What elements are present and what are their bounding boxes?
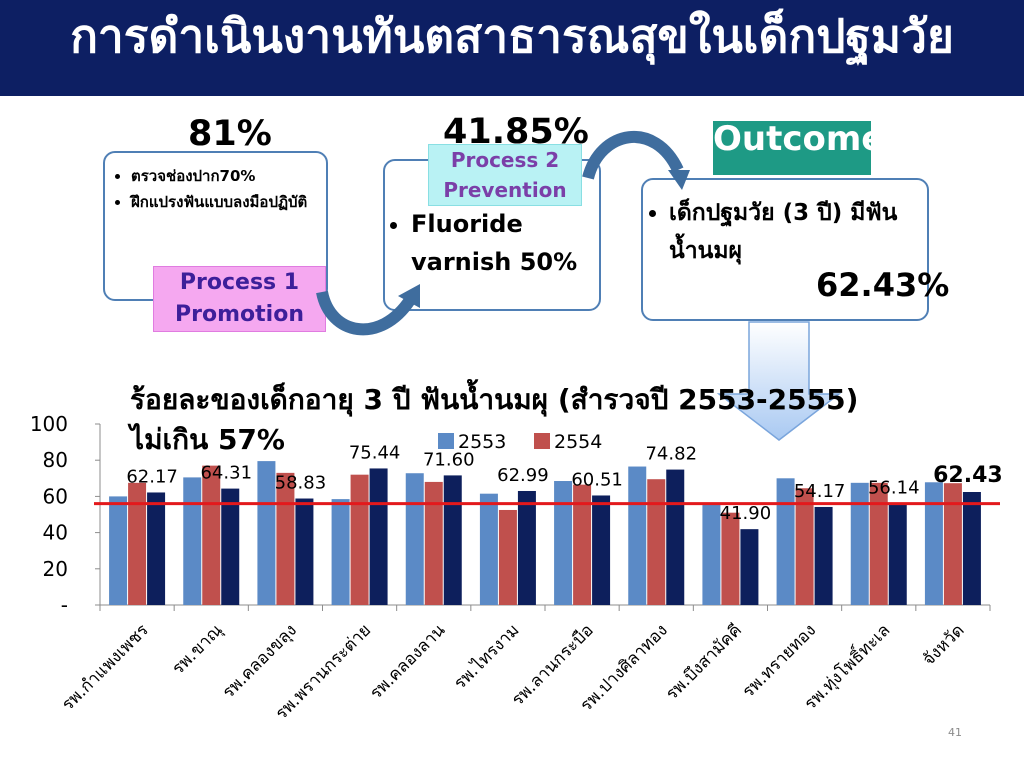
legend-label: 2554 (554, 431, 602, 453)
bar-2 (869, 482, 888, 605)
bar-3 (147, 492, 166, 605)
data-label: 64.31 (200, 463, 252, 484)
process1-percent: 81% (188, 114, 272, 154)
bar-2 (721, 512, 740, 605)
slide-number: 41 (948, 726, 962, 739)
data-label: 54.17 (794, 481, 846, 502)
bar-1 (257, 461, 276, 605)
process2-item: Fluoride varnish 50% (411, 205, 599, 281)
x-category-label: รพ.คลองขลุง (219, 620, 301, 702)
outcome-label: Outcome (713, 121, 871, 175)
process1-label: Process 1 Promotion (153, 266, 326, 332)
bar-3 (888, 503, 907, 605)
process2-label: Process 2 Prevention (428, 144, 582, 206)
x-category-label: รพ.ทรายทอง (739, 620, 821, 702)
bar-2 (943, 483, 962, 605)
data-label: 62.17 (126, 466, 178, 487)
x-category-label: รพ.กำแพงเพชร (58, 620, 153, 715)
x-category-label: รพ.คลองลาน (366, 620, 449, 703)
bar-3 (295, 498, 314, 605)
bar-2 (573, 484, 592, 605)
bar-1 (479, 493, 498, 605)
legend-swatch (534, 433, 550, 449)
bar-1 (850, 482, 869, 605)
bar-3 (369, 468, 388, 605)
chart-note: ร้อยละของเด็กอายุ 3 ปี ฟันน้ำนมผุ (สำรวจ… (130, 383, 859, 456)
bar-3 (592, 495, 611, 605)
bar-3 (814, 506, 833, 605)
data-label: 62.99 (497, 465, 549, 486)
curved-arrow-head-icon (398, 284, 420, 308)
bar-2 (498, 509, 517, 605)
bar-1 (109, 496, 128, 605)
bar-1 (776, 478, 795, 605)
y-tick-label: - (61, 593, 68, 617)
bar-2 (202, 465, 221, 605)
bar-1 (554, 481, 573, 605)
outcome-item: เด็กปฐมวัย (3 ปี) มีฟันน้ำนมผุ (669, 194, 927, 270)
curved-arrow-head-icon (668, 170, 690, 190)
process1-item: ตรวจช่องปาก70% (131, 163, 326, 189)
bar-2 (795, 488, 814, 605)
curved-arrow-icon (316, 290, 415, 336)
x-category-label: รพ.ไทรงาม (449, 620, 523, 694)
data-label: 56.14 (868, 477, 920, 498)
x-category-label: รพ.ขาณุ (168, 620, 227, 679)
process1-item: ฝึกแปรงฟันแบบลงมือปฏิบัติ (131, 189, 326, 215)
y-tick-label: 80 (43, 448, 68, 472)
bar-2 (424, 481, 443, 605)
bar-1 (183, 477, 202, 605)
bar-2 (276, 472, 295, 605)
legend-swatch (438, 433, 454, 449)
bar-2 (128, 482, 147, 605)
curved-arrow-icon (582, 130, 684, 180)
outcome-box: เด็กปฐมวัย (3 ปี) มีฟันน้ำนมผุ (641, 178, 929, 321)
data-label: 71.60 (423, 449, 475, 470)
data-label: 58.83 (275, 473, 327, 494)
bar-1 (924, 482, 943, 605)
data-label: 74.82 (645, 444, 697, 465)
bar-3 (221, 488, 240, 605)
data-label: 62.43 (933, 463, 1003, 488)
title-bar: การดำเนินงานทันตสาธารณสุขในเด็กปฐมวัย (0, 0, 1024, 96)
bar-3 (517, 490, 536, 605)
bar-2 (350, 474, 369, 605)
bar-1 (702, 504, 721, 605)
bar-1 (405, 473, 424, 605)
bar-3 (666, 469, 685, 605)
bar-1 (628, 466, 647, 605)
bar-1 (331, 499, 350, 605)
outcome-percent: 62.43% (816, 266, 950, 304)
down-arrow-icon (716, 321, 842, 441)
y-tick-label: 40 (43, 521, 68, 545)
bar-3 (962, 492, 981, 605)
data-label: 75.44 (349, 442, 401, 463)
legend-label: 2553 (458, 431, 506, 453)
x-category-label: รพ.บึงสามัคคี (662, 620, 746, 704)
y-tick-label: 20 (43, 557, 68, 581)
data-label: 60.51 (571, 469, 623, 490)
bar-2 (647, 479, 666, 605)
bar-3 (443, 475, 462, 605)
slide-title: การดำเนินงานทันตสาธารณสุขในเด็กปฐมวัย (70, 9, 954, 63)
bar-3 (740, 529, 759, 605)
y-tick-label: 60 (43, 484, 68, 508)
y-tick-label: 100 (30, 412, 68, 436)
data-label: 41.90 (720, 503, 772, 524)
x-category-label: จังหวัด (919, 620, 969, 670)
